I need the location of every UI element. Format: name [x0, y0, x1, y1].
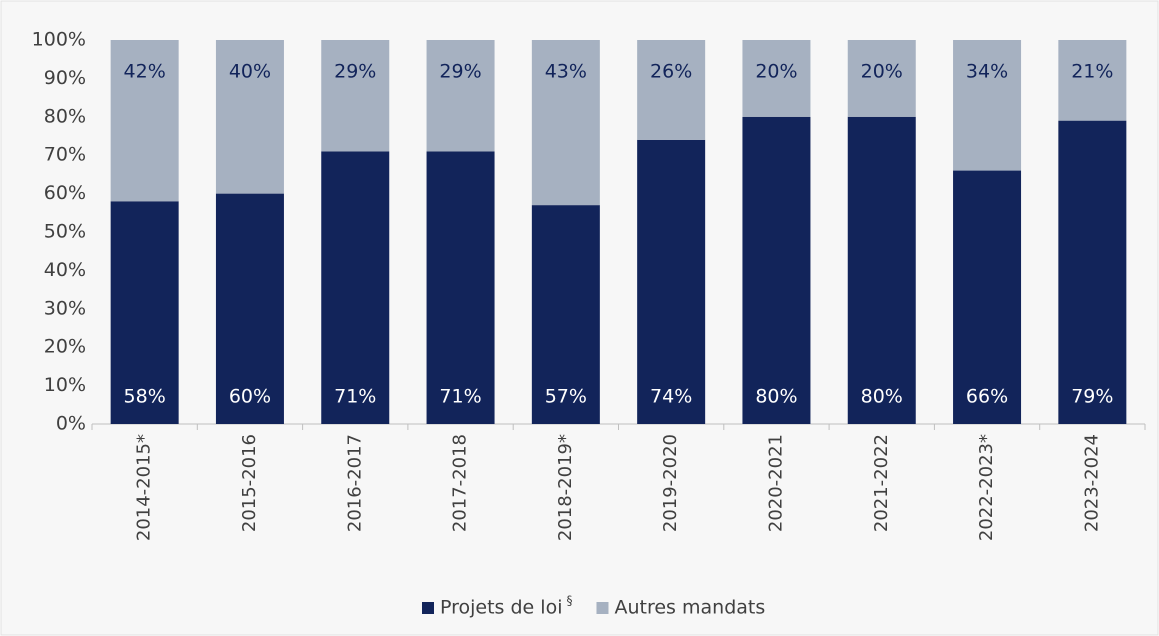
data-label: 66%: [966, 386, 1008, 408]
y-tick-label: 60%: [44, 182, 86, 204]
legend-label: Projets de loi: [440, 597, 562, 619]
bar-segment: [215, 193, 284, 424]
bar-segment: [637, 139, 706, 424]
x-tick-label: 2014-2015*: [134, 434, 155, 541]
data-label: 80%: [861, 386, 903, 408]
data-label: 58%: [124, 386, 166, 408]
y-tick-label: 40%: [44, 259, 86, 281]
bar-segment: [742, 116, 811, 425]
data-label: 21%: [1071, 61, 1113, 83]
data-label: 29%: [334, 61, 376, 83]
data-label: 42%: [124, 61, 166, 83]
bar-segment: [847, 116, 916, 425]
x-tick-label: 2022-2023*: [976, 434, 997, 541]
bar-segment: [426, 40, 495, 152]
x-tick-label: 2018-2019*: [555, 434, 576, 541]
legend-superscript: §: [566, 594, 572, 608]
x-tick-label: 2016-2017: [344, 434, 365, 532]
legend: Projets de loi § Autres mandats: [422, 594, 765, 619]
bar-segment: [531, 40, 600, 206]
data-label: 57%: [545, 386, 587, 408]
data-label: 79%: [1071, 386, 1113, 408]
bar-segment: [531, 205, 600, 424]
legend-swatch: [596, 602, 609, 614]
y-tick-label: 50%: [44, 221, 86, 243]
y-tick-label: 90%: [44, 67, 86, 89]
bar-segment: [1058, 40, 1127, 121]
data-label: 71%: [439, 386, 481, 408]
data-label: 60%: [229, 386, 271, 408]
y-tick-label: 0%: [56, 413, 86, 435]
x-tick-label: 2021-2022: [871, 434, 892, 532]
bar-segment: [426, 151, 495, 425]
legend-swatch: [422, 602, 434, 614]
y-tick-label: 10%: [44, 374, 86, 396]
bar-segment: [637, 40, 706, 140]
x-tick-label: 2017-2018: [450, 434, 471, 532]
data-label: 74%: [650, 386, 692, 408]
y-tick-label: 70%: [44, 144, 86, 166]
data-label: 43%: [545, 61, 587, 83]
bar-segment: [742, 40, 811, 117]
data-label: 26%: [650, 61, 692, 83]
y-tick-label: 80%: [44, 105, 86, 127]
x-tick-label: 2020-2021: [765, 434, 786, 532]
bar-segment: [953, 40, 1022, 171]
y-tick-label: 100%: [32, 29, 86, 51]
bar-segment: [215, 40, 284, 194]
bar-segment: [321, 151, 390, 425]
x-tick-label: 2015-2016: [239, 434, 260, 532]
data-label: 20%: [861, 61, 903, 83]
data-label: 40%: [229, 61, 271, 83]
bar-segment: [110, 201, 179, 424]
bar-segment: [1058, 120, 1127, 424]
y-tick-label: 30%: [44, 297, 86, 319]
data-label: 80%: [755, 386, 797, 408]
bar-segment: [847, 40, 916, 117]
data-label: 34%: [966, 61, 1008, 83]
x-tick-label: 2019-2020: [660, 434, 681, 532]
data-label: 71%: [334, 386, 376, 408]
bar-segment: [110, 40, 179, 202]
data-label: 20%: [755, 61, 797, 83]
data-label: 29%: [439, 61, 481, 83]
x-tick-label: 2023-2024: [1081, 434, 1102, 532]
y-tick-label: 20%: [44, 336, 86, 358]
bar-segment: [321, 40, 390, 152]
legend-label: Autres mandats: [614, 597, 765, 619]
bar-segment: [953, 170, 1022, 424]
